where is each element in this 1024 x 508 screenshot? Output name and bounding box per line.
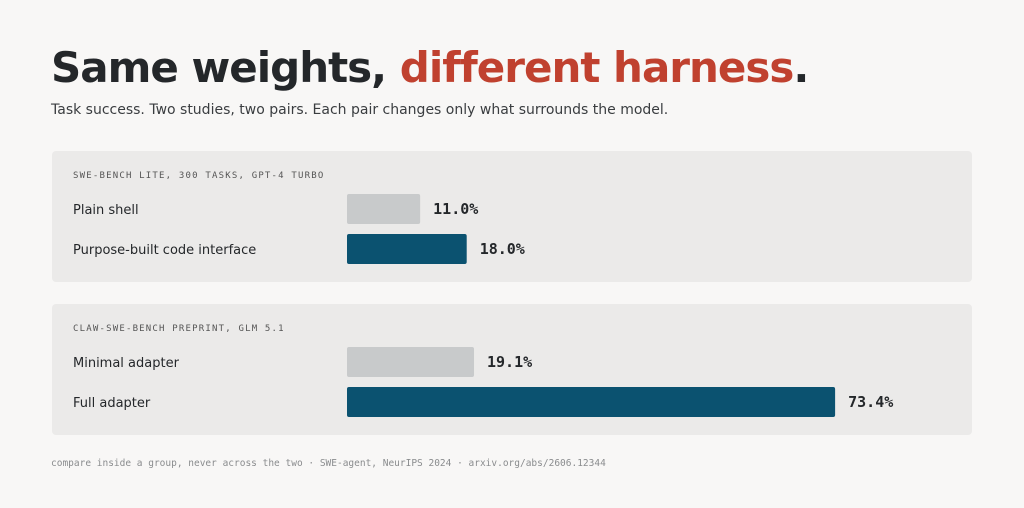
bar (347, 347, 475, 377)
title: Same weights, different harness. (51, 43, 808, 92)
subtitle: Task success. Two studies, two pairs. Ea… (50, 102, 668, 118)
category-label: Full adapter (73, 396, 151, 411)
title-highlight: different harness (400, 43, 794, 92)
bar (347, 387, 836, 417)
category-label: Plain shell (73, 203, 139, 218)
value-label: 19.1% (487, 353, 532, 371)
footer: compare inside a group, never across the… (51, 458, 606, 469)
value-label: 11.0% (433, 200, 478, 218)
bar (347, 194, 421, 224)
category-label: Purpose-built code interface (73, 243, 256, 258)
title-part: Same weights, (51, 43, 400, 92)
value-label: 18.0% (480, 240, 525, 258)
group-title: CLAW-SWE-BENCH PREPRINT, GLM 5.1 (73, 324, 285, 334)
value-label: 73.4% (848, 393, 893, 411)
bar (347, 234, 467, 264)
panel (52, 151, 972, 282)
category-label: Minimal adapter (73, 356, 180, 371)
title-part: . (793, 43, 808, 92)
group-title: SWE-BENCH LITE, 300 TASKS, GPT-4 TURBO (73, 171, 325, 181)
